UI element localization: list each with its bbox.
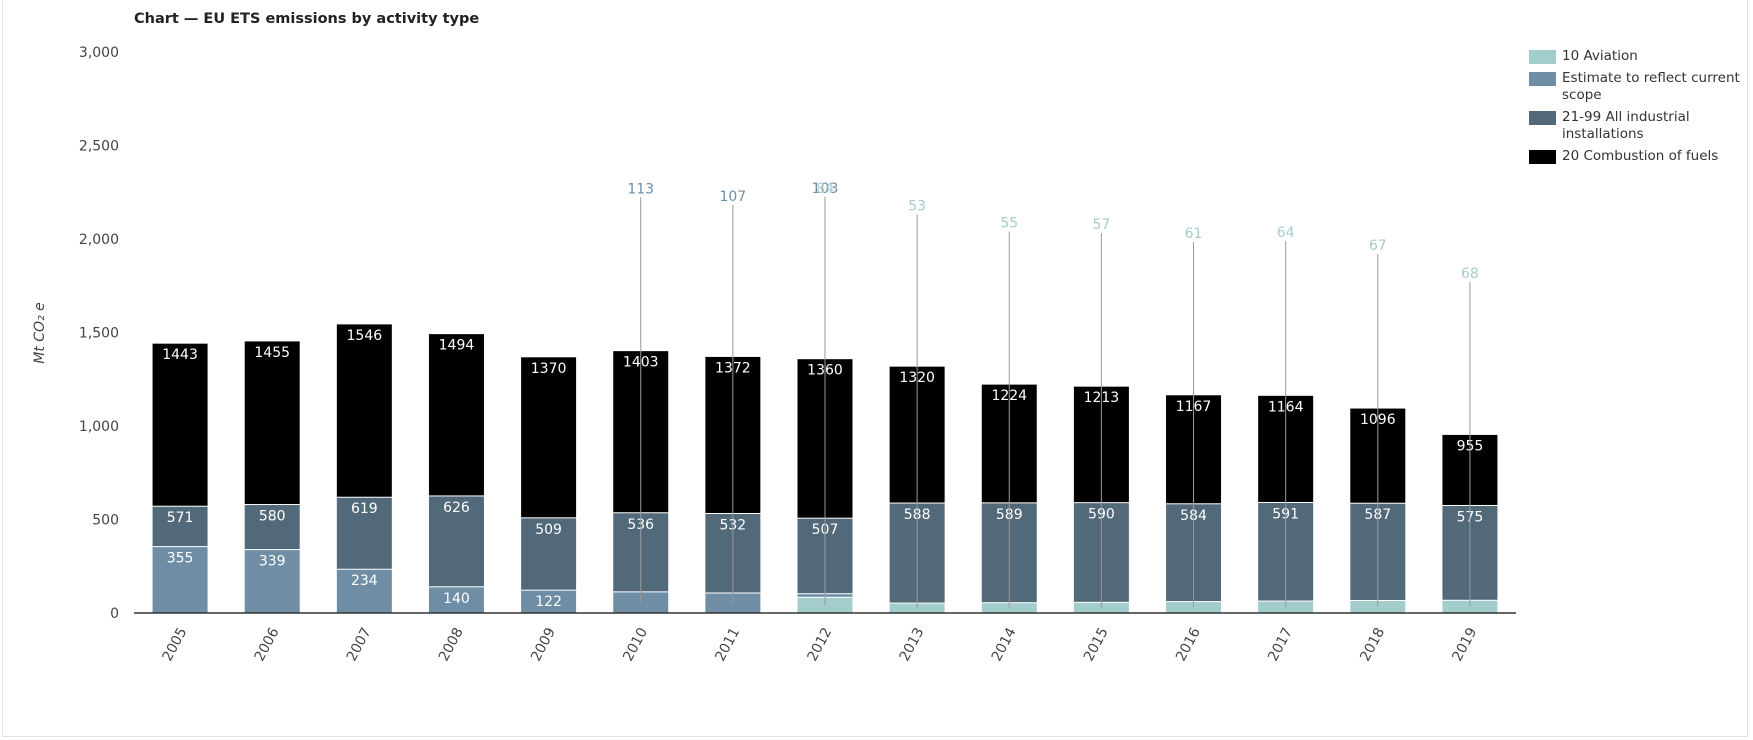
legend-swatch <box>1529 50 1556 64</box>
data-label: 1494 <box>439 338 475 354</box>
chart-title: Chart — EU ETS emissions by activity typ… <box>134 11 480 27</box>
data-label: 64 <box>1277 225 1295 241</box>
y-tick-label: 2,500 <box>79 139 119 155</box>
data-label: 140 <box>443 591 470 607</box>
data-label: 580 <box>259 509 286 525</box>
data-label: 234 <box>351 573 378 589</box>
x-tick-label: 2009 <box>528 625 559 664</box>
legend-item: 20 Combustion of fuels <box>1529 148 1749 165</box>
bars: 1443 571 355 1455 580 339 1546 619 234 1494 626 140… <box>151 181 1499 614</box>
legend-item: 21-99 All industrial installations <box>1529 109 1749 143</box>
data-label: 53 <box>908 198 926 214</box>
data-label: 107 <box>719 189 746 205</box>
x-tick-label: 2015 <box>1081 625 1112 664</box>
y-tick-label: 1,000 <box>79 419 119 435</box>
data-label: 57 <box>1092 217 1110 233</box>
legend-label: 21-99 All industrial installations <box>1562 109 1690 142</box>
data-label: 103 <box>812 181 839 197</box>
legend-swatch <box>1529 72 1556 86</box>
legend-item: Estimate to reflect current scope <box>1529 70 1749 104</box>
x-tick-label: 2014 <box>989 625 1020 664</box>
y-axis: 0 500 1,000 1,500 2,000 2,500 3,000 <box>79 45 119 622</box>
y-tick-label: 1,500 <box>79 326 119 342</box>
x-tick-label: 2005 <box>160 625 191 664</box>
x-tick-label: 2007 <box>344 625 375 664</box>
x-tick-label: 2012 <box>805 625 836 664</box>
x-tick-label: 2017 <box>1265 625 1296 664</box>
data-label: 355 <box>167 551 194 567</box>
x-tick-label: 2018 <box>1357 625 1388 664</box>
y-tick-label: 0 <box>110 606 119 622</box>
legend-label: 20 Combustion of fuels <box>1562 148 1719 164</box>
data-label: 68 <box>1461 266 1479 282</box>
legend-swatch <box>1529 150 1556 164</box>
legend-label: 10 Aviation <box>1562 48 1638 64</box>
x-tick-label: 2011 <box>712 625 743 664</box>
data-label: 67 <box>1369 238 1387 254</box>
data-label: 55 <box>1000 216 1018 232</box>
data-label: 571 <box>167 510 194 526</box>
legend-item: 10 Aviation <box>1529 48 1749 65</box>
y-axis-label: Mt CO₂ e <box>32 302 48 364</box>
data-label: 1370 <box>531 361 567 377</box>
data-label: 339 <box>259 554 286 570</box>
x-tick-label: 2006 <box>252 625 283 664</box>
data-label: 1455 <box>254 345 290 361</box>
bar-segment <box>243 549 301 614</box>
data-label: 626 <box>443 500 470 516</box>
x-tick-label: 2016 <box>1173 625 1204 664</box>
x-tick-label: 2019 <box>1449 625 1480 664</box>
y-tick-label: 3,000 <box>79 45 119 61</box>
x-tick-label: 2010 <box>620 625 651 664</box>
data-label: 509 <box>535 522 562 538</box>
data-label: 1546 <box>347 328 383 344</box>
data-label: 619 <box>351 501 378 517</box>
data-label: 61 <box>1185 226 1203 242</box>
data-label: 113 <box>627 181 654 197</box>
legend-swatch <box>1529 111 1556 125</box>
data-label: 84 <box>816 181 834 197</box>
x-axis: 2005 2006 2007 2008 2009 2010 2011 2012 2013 2014… <box>160 625 1481 664</box>
data-label: 122 <box>535 594 562 610</box>
data-label: 1443 <box>162 347 198 363</box>
x-tick-label: 2008 <box>436 625 467 664</box>
x-tick-label: 2013 <box>897 625 928 664</box>
y-tick-label: 500 <box>92 513 119 529</box>
legend: 10 Aviation Estimate to reflect current s… <box>1529 48 1749 170</box>
legend-label: Estimate to reflect current scope <box>1562 70 1740 103</box>
y-tick-label: 2,000 <box>79 232 119 248</box>
bar-segment <box>151 546 209 614</box>
